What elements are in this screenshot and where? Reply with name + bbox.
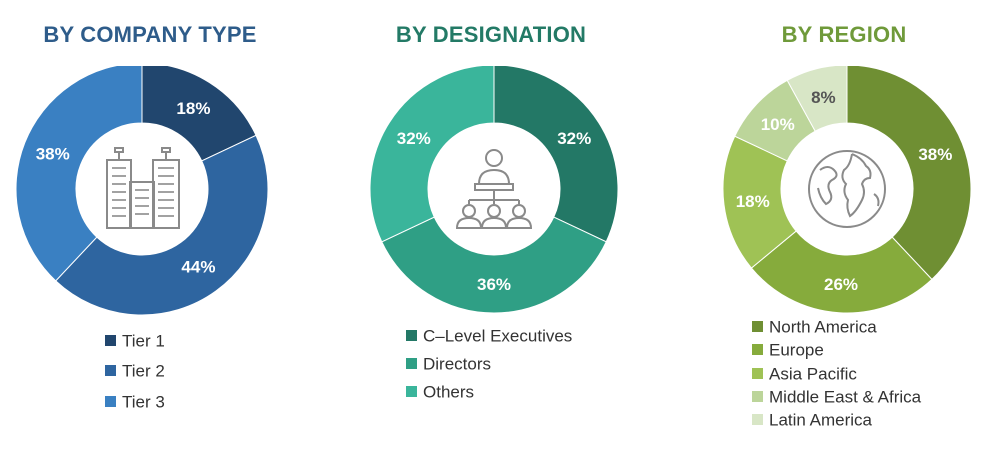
legend-swatch — [105, 335, 116, 347]
legend-item-directors: Directors — [406, 353, 491, 375]
meeting-presenter-icon — [455, 149, 533, 229]
legend-label: Tier 3 — [122, 392, 165, 412]
legend-label: Asia Pacific — [769, 364, 857, 384]
company-type-panel: BY COMPANY TYPE 18% 44% 38% — [0, 0, 300, 461]
donut-slice — [55, 134, 269, 316]
legend-item-middle-east-africa: Middle East & Africa — [752, 386, 921, 408]
designation-donut: 32% 36% 32% — [369, 66, 619, 314]
legend-label: North America — [769, 317, 877, 337]
donut-slice — [15, 66, 143, 282]
legend-item-tier-3: Tier 3 — [105, 391, 165, 413]
company-type-title: BY COMPANY TYPE — [43, 22, 257, 47]
donut-slice — [786, 66, 848, 132]
legend-swatch — [406, 386, 417, 398]
slice-label: 44% — [181, 258, 215, 277]
legend-swatch — [752, 391, 763, 403]
legend-item-latin-america: Latin America — [752, 409, 872, 431]
donut-slice — [750, 230, 933, 314]
legend-label: C–Level Executives — [423, 326, 573, 346]
legend-label: Europe — [769, 340, 824, 360]
legend-label: Tier 2 — [122, 361, 165, 381]
legend-item-europe: Europe — [752, 339, 824, 361]
slice-label: 38% — [36, 145, 70, 164]
slice-label: 32% — [397, 129, 431, 148]
designation-title: BY DESIGNATION — [395, 22, 587, 47]
donut-slice — [369, 66, 495, 243]
slice-label: 18% — [176, 99, 210, 118]
legend-swatch — [105, 396, 116, 408]
legend-swatch — [752, 344, 763, 356]
region-panel: BY REGION 38% 26% 18% 10% 8% North America E… — [694, 0, 994, 461]
legend-swatch — [752, 321, 763, 333]
slice-label: 26% — [824, 275, 858, 294]
region-donut: 38% 26% 18% 10% 8% — [722, 66, 972, 314]
legend-item-tier-1: Tier 1 — [105, 330, 165, 352]
globe-icon — [808, 150, 886, 228]
company-type-donut: 18% 44% 38% — [15, 66, 269, 316]
designation-panel: BY DESIGNATION 32% 36% 32% C–Level Executi… — [341, 0, 641, 461]
slice-label: 8% — [811, 88, 836, 107]
donut-slice — [381, 216, 607, 314]
legend-label: Latin America — [769, 410, 872, 430]
legend-item-asia-pacific: Asia Pacific — [752, 363, 857, 385]
legend-swatch — [105, 365, 116, 377]
legend-label: Tier 1 — [122, 331, 165, 351]
slice-label: 18% — [736, 192, 770, 211]
slice-label: 32% — [557, 129, 591, 148]
legend-label: Others — [423, 382, 475, 402]
legend-label: Directors — [423, 354, 492, 374]
donut-slice — [846, 66, 972, 281]
legend-swatch — [406, 330, 417, 342]
buildings-icon — [106, 147, 180, 229]
legend-item-c-level-executives: C–Level Executives — [406, 325, 572, 347]
legend-swatch — [752, 368, 763, 380]
slice-label: 38% — [918, 145, 952, 164]
legend-label: Middle East & Africa — [769, 387, 922, 407]
legend-swatch — [406, 358, 417, 370]
slice-label: 36% — [477, 275, 511, 294]
legend-item-north-america: North America — [752, 316, 877, 338]
legend-swatch — [752, 414, 763, 426]
donut-slice — [493, 66, 619, 243]
region-title: BY REGION — [781, 22, 907, 47]
legend-item-others: Others — [406, 381, 474, 403]
legend-item-tier-2: Tier 2 — [105, 360, 165, 382]
slice-label: 10% — [761, 115, 795, 134]
